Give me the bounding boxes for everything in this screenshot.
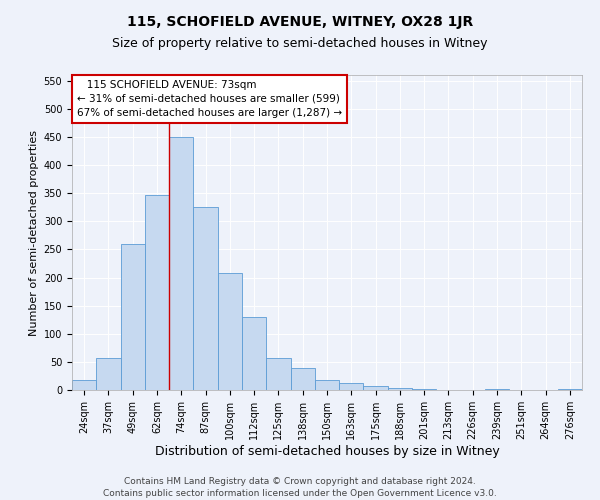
Bar: [169, 137, 193, 390]
Bar: [242, 317, 266, 390]
Text: 115 SCHOFIELD AVENUE: 73sqm
← 31% of semi-detached houses are smaller (599)
67% : 115 SCHOFIELD AVENUE: 73sqm ← 31% of sem…: [77, 80, 342, 118]
Bar: [193, 207, 218, 390]
Bar: [290, 368, 315, 390]
Bar: [339, 383, 364, 390]
Text: Size of property relative to semi-detached houses in Witney: Size of property relative to semi-detach…: [112, 38, 488, 51]
Bar: [315, 380, 339, 390]
Bar: [145, 195, 169, 390]
Bar: [412, 389, 436, 390]
Text: 115, SCHOFIELD AVENUE, WITNEY, OX28 1JR: 115, SCHOFIELD AVENUE, WITNEY, OX28 1JR: [127, 15, 473, 29]
Bar: [364, 386, 388, 390]
Bar: [72, 380, 96, 390]
Bar: [485, 389, 509, 390]
Bar: [96, 358, 121, 390]
Bar: [218, 273, 242, 390]
Bar: [388, 388, 412, 390]
Y-axis label: Number of semi-detached properties: Number of semi-detached properties: [29, 130, 40, 336]
Bar: [121, 244, 145, 390]
Text: Contains HM Land Registry data © Crown copyright and database right 2024.
Contai: Contains HM Land Registry data © Crown c…: [103, 476, 497, 498]
Bar: [266, 358, 290, 390]
Bar: [558, 389, 582, 390]
X-axis label: Distribution of semi-detached houses by size in Witney: Distribution of semi-detached houses by …: [155, 444, 499, 458]
